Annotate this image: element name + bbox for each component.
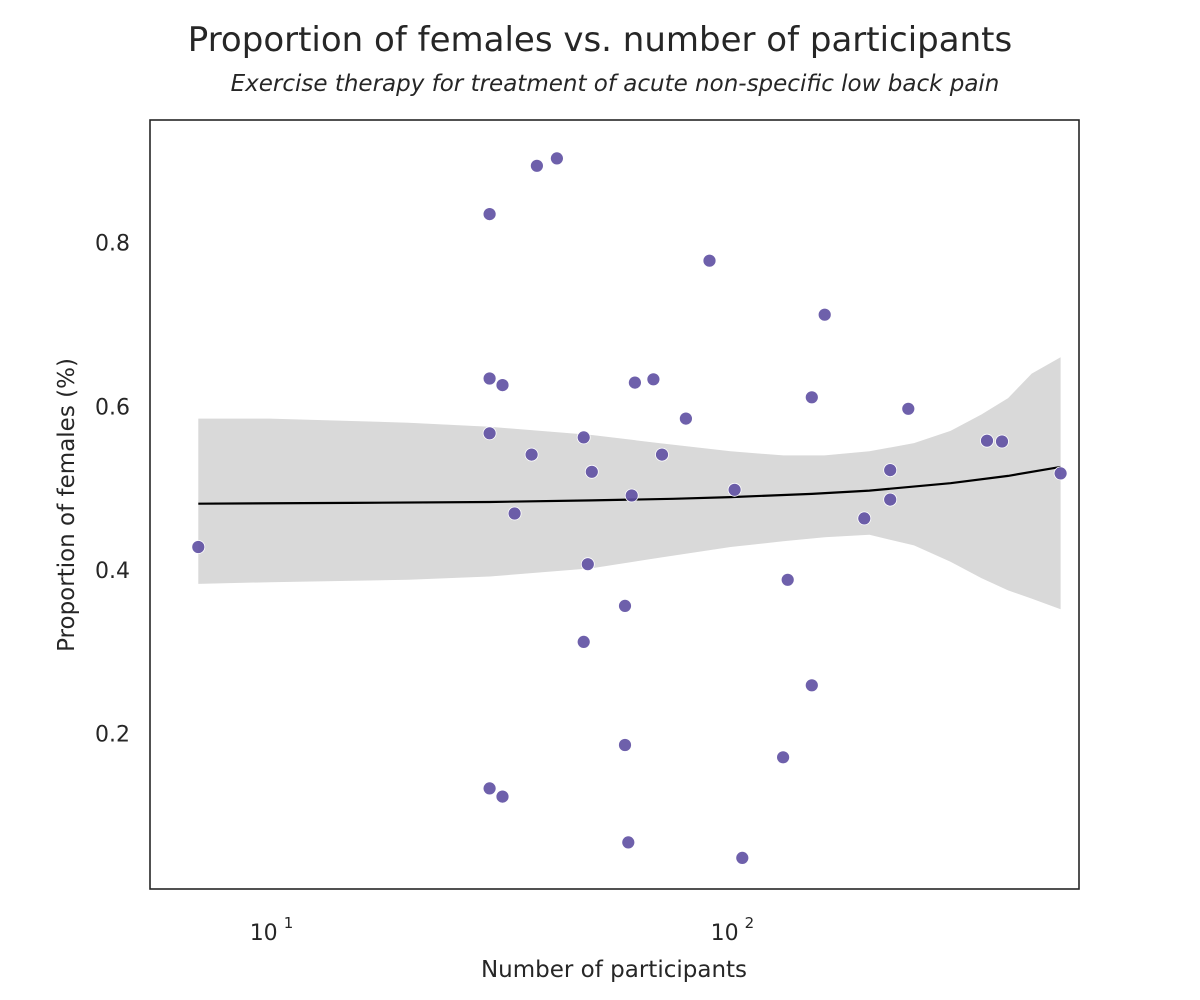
data-point [576, 430, 591, 445]
data-point [530, 158, 544, 173]
data-point [618, 599, 632, 613]
data-point [780, 572, 795, 587]
data-point [482, 426, 497, 441]
y-tick-label: 0.4 [95, 559, 130, 584]
data-point [482, 371, 497, 386]
data-point [495, 789, 510, 804]
x-axis-label: Number of participants [481, 957, 747, 983]
data-point [576, 635, 591, 649]
data-point [621, 835, 636, 850]
data-point [482, 781, 497, 796]
data-point [901, 401, 916, 416]
data-point [883, 463, 898, 478]
data-point [482, 207, 497, 222]
data-point [776, 750, 790, 765]
data-point [817, 307, 832, 322]
data-point [507, 506, 522, 521]
data-point [883, 492, 898, 507]
data-point [618, 738, 632, 752]
data-point [1053, 466, 1068, 481]
y-axis-label: Proportion of females (%) [54, 358, 80, 652]
data-point [804, 390, 819, 405]
data-point [550, 151, 564, 166]
fit-line-path [198, 465, 1061, 505]
x-tick-exponent: 2 [745, 914, 755, 932]
x-tick: 10 2 [711, 914, 755, 946]
confidence-band-area [198, 357, 1061, 610]
data-point [628, 375, 642, 390]
data-point [191, 540, 206, 554]
data-points [191, 151, 1068, 865]
data-point [980, 433, 994, 448]
x-tick-exponent: 1 [284, 914, 294, 932]
data-point [584, 464, 599, 479]
data-point [702, 253, 717, 268]
confidence-band [198, 357, 1061, 610]
data-point [995, 434, 1009, 449]
data-point [580, 557, 595, 572]
x-tick-label: 10 [250, 921, 278, 946]
data-point [857, 511, 872, 526]
data-point [624, 488, 639, 503]
x-tick-label: 10 [711, 921, 739, 946]
data-point [655, 447, 669, 462]
data-point [727, 482, 742, 497]
data-point [804, 678, 819, 693]
x-tick: 10 1 [250, 914, 294, 946]
plot-frame [149, 119, 1080, 890]
fit-line [198, 465, 1061, 505]
chart-subtitle: Exercise therapy for treatment of acute … [231, 71, 1000, 97]
chart-title: Proportion of females vs. number of part… [188, 20, 1012, 60]
y-tick-label: 0.6 [95, 395, 130, 420]
y-tick-label: 0.2 [95, 723, 130, 748]
data-point [524, 447, 539, 462]
data-point [646, 372, 661, 387]
data-point [735, 851, 750, 865]
x-axis-ticks: 10 1 10 2 [250, 914, 754, 946]
y-axis-ticks: 0.2 0.4 0.6 0.8 [95, 232, 130, 748]
y-tick-label: 0.8 [95, 232, 130, 257]
data-point [495, 378, 510, 393]
data-point [679, 411, 693, 426]
